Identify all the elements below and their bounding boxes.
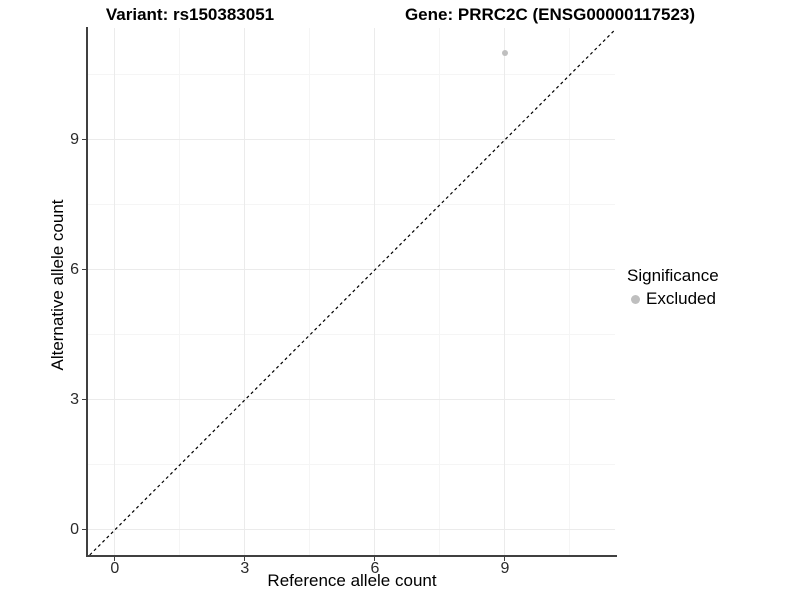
plot-title-variant: Variant: rs150383051 [105, 5, 275, 24]
gridline-y-major [88, 529, 615, 531]
y-axis-tick [82, 399, 86, 401]
gridline-y-minor [88, 334, 615, 336]
gridline-y-minor [88, 204, 615, 206]
plot-title-gene: Gene: PRRC2C (ENSG00000117523) [404, 5, 696, 24]
data-point [501, 50, 508, 57]
gridline-y-major [88, 399, 615, 401]
x-axis-tick [114, 557, 116, 561]
gridline-x-minor [569, 28, 571, 555]
gridline-y-major [88, 139, 615, 141]
legend-title: Significance [627, 266, 719, 285]
y-axis-tick-label: 6 [70, 260, 79, 278]
x-axis-tick-label: 6 [370, 560, 380, 577]
x-axis-tick-label: 9 [500, 560, 510, 577]
y-axis-tick-label: 0 [70, 520, 79, 538]
plot-panel [88, 28, 616, 556]
x-axis-line [86, 555, 617, 557]
gridline-x-minor [179, 28, 181, 555]
x-axis-tick-label: 0 [110, 560, 120, 577]
gridline-x-minor [309, 28, 311, 555]
legend: Significance Excluded [627, 266, 719, 309]
x-axis-tick [244, 557, 246, 561]
gridline-x-major [114, 28, 116, 555]
gridline-y-minor [88, 464, 615, 466]
y-axis-tick [82, 139, 86, 141]
legend-item: Excluded [627, 289, 719, 309]
gridline-x-major [504, 28, 506, 555]
legend-key-dot [631, 294, 640, 304]
identity-line [89, 29, 616, 556]
y-axis-tick [82, 269, 86, 271]
gridline-x-major [244, 28, 246, 555]
x-axis-tick [504, 557, 506, 561]
y-axis-tick [82, 529, 86, 531]
x-axis-tick-label: 3 [240, 560, 250, 577]
gridline-x-minor [439, 28, 441, 555]
gridline-y-major [88, 269, 615, 271]
gridline-x-major [374, 28, 376, 555]
x-axis-tick [374, 557, 376, 561]
y-axis-title: Alternative allele count [48, 199, 67, 371]
legend-items: Excluded [627, 289, 719, 309]
y-axis-line [86, 27, 88, 557]
y-axis-tick-label: 3 [70, 390, 79, 408]
legend-item-label: Excluded [646, 289, 716, 308]
y-axis-tick-label: 9 [70, 130, 79, 148]
x-axis-title: Reference allele count [267, 571, 437, 590]
gridline-y-minor [88, 74, 615, 76]
